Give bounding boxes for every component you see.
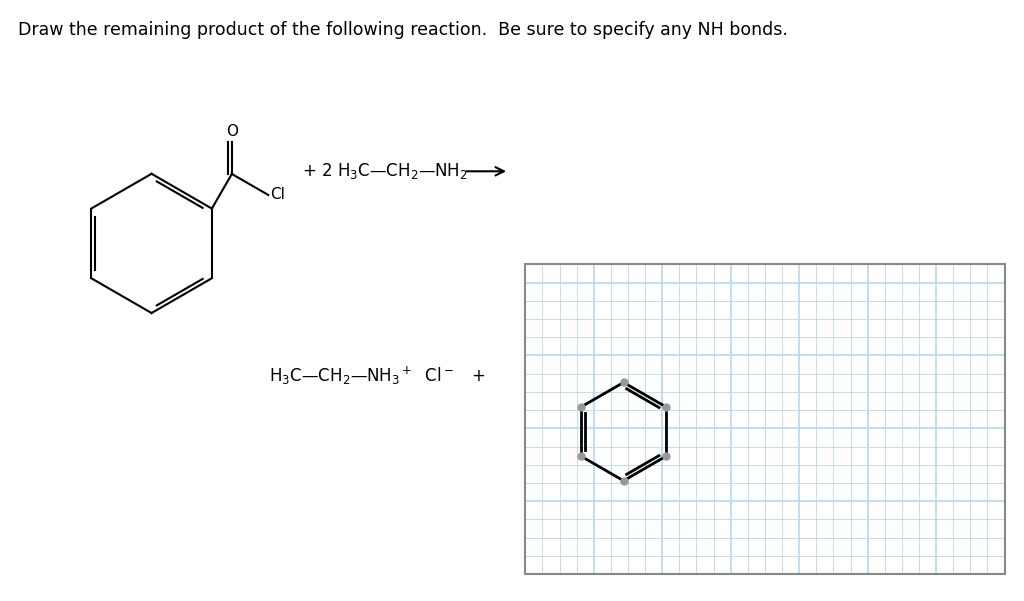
Bar [525, 264, 1005, 574]
Bar [525, 264, 1005, 574]
Text: Cl: Cl [270, 188, 285, 203]
Text: H$_3$C—CH$_2$—NH$_3$$^+$  Cl$^-$   +: H$_3$C—CH$_2$—NH$_3$$^+$ Cl$^-$ + [269, 364, 486, 387]
Text: Draw the remaining product of the following reaction.  Be sure to specify any NH: Draw the remaining product of the follow… [18, 21, 788, 39]
Text: O: O [226, 124, 238, 139]
Text: + 2 H$_3$C—CH$_2$—NH$_2$: + 2 H$_3$C—CH$_2$—NH$_2$ [302, 161, 468, 182]
